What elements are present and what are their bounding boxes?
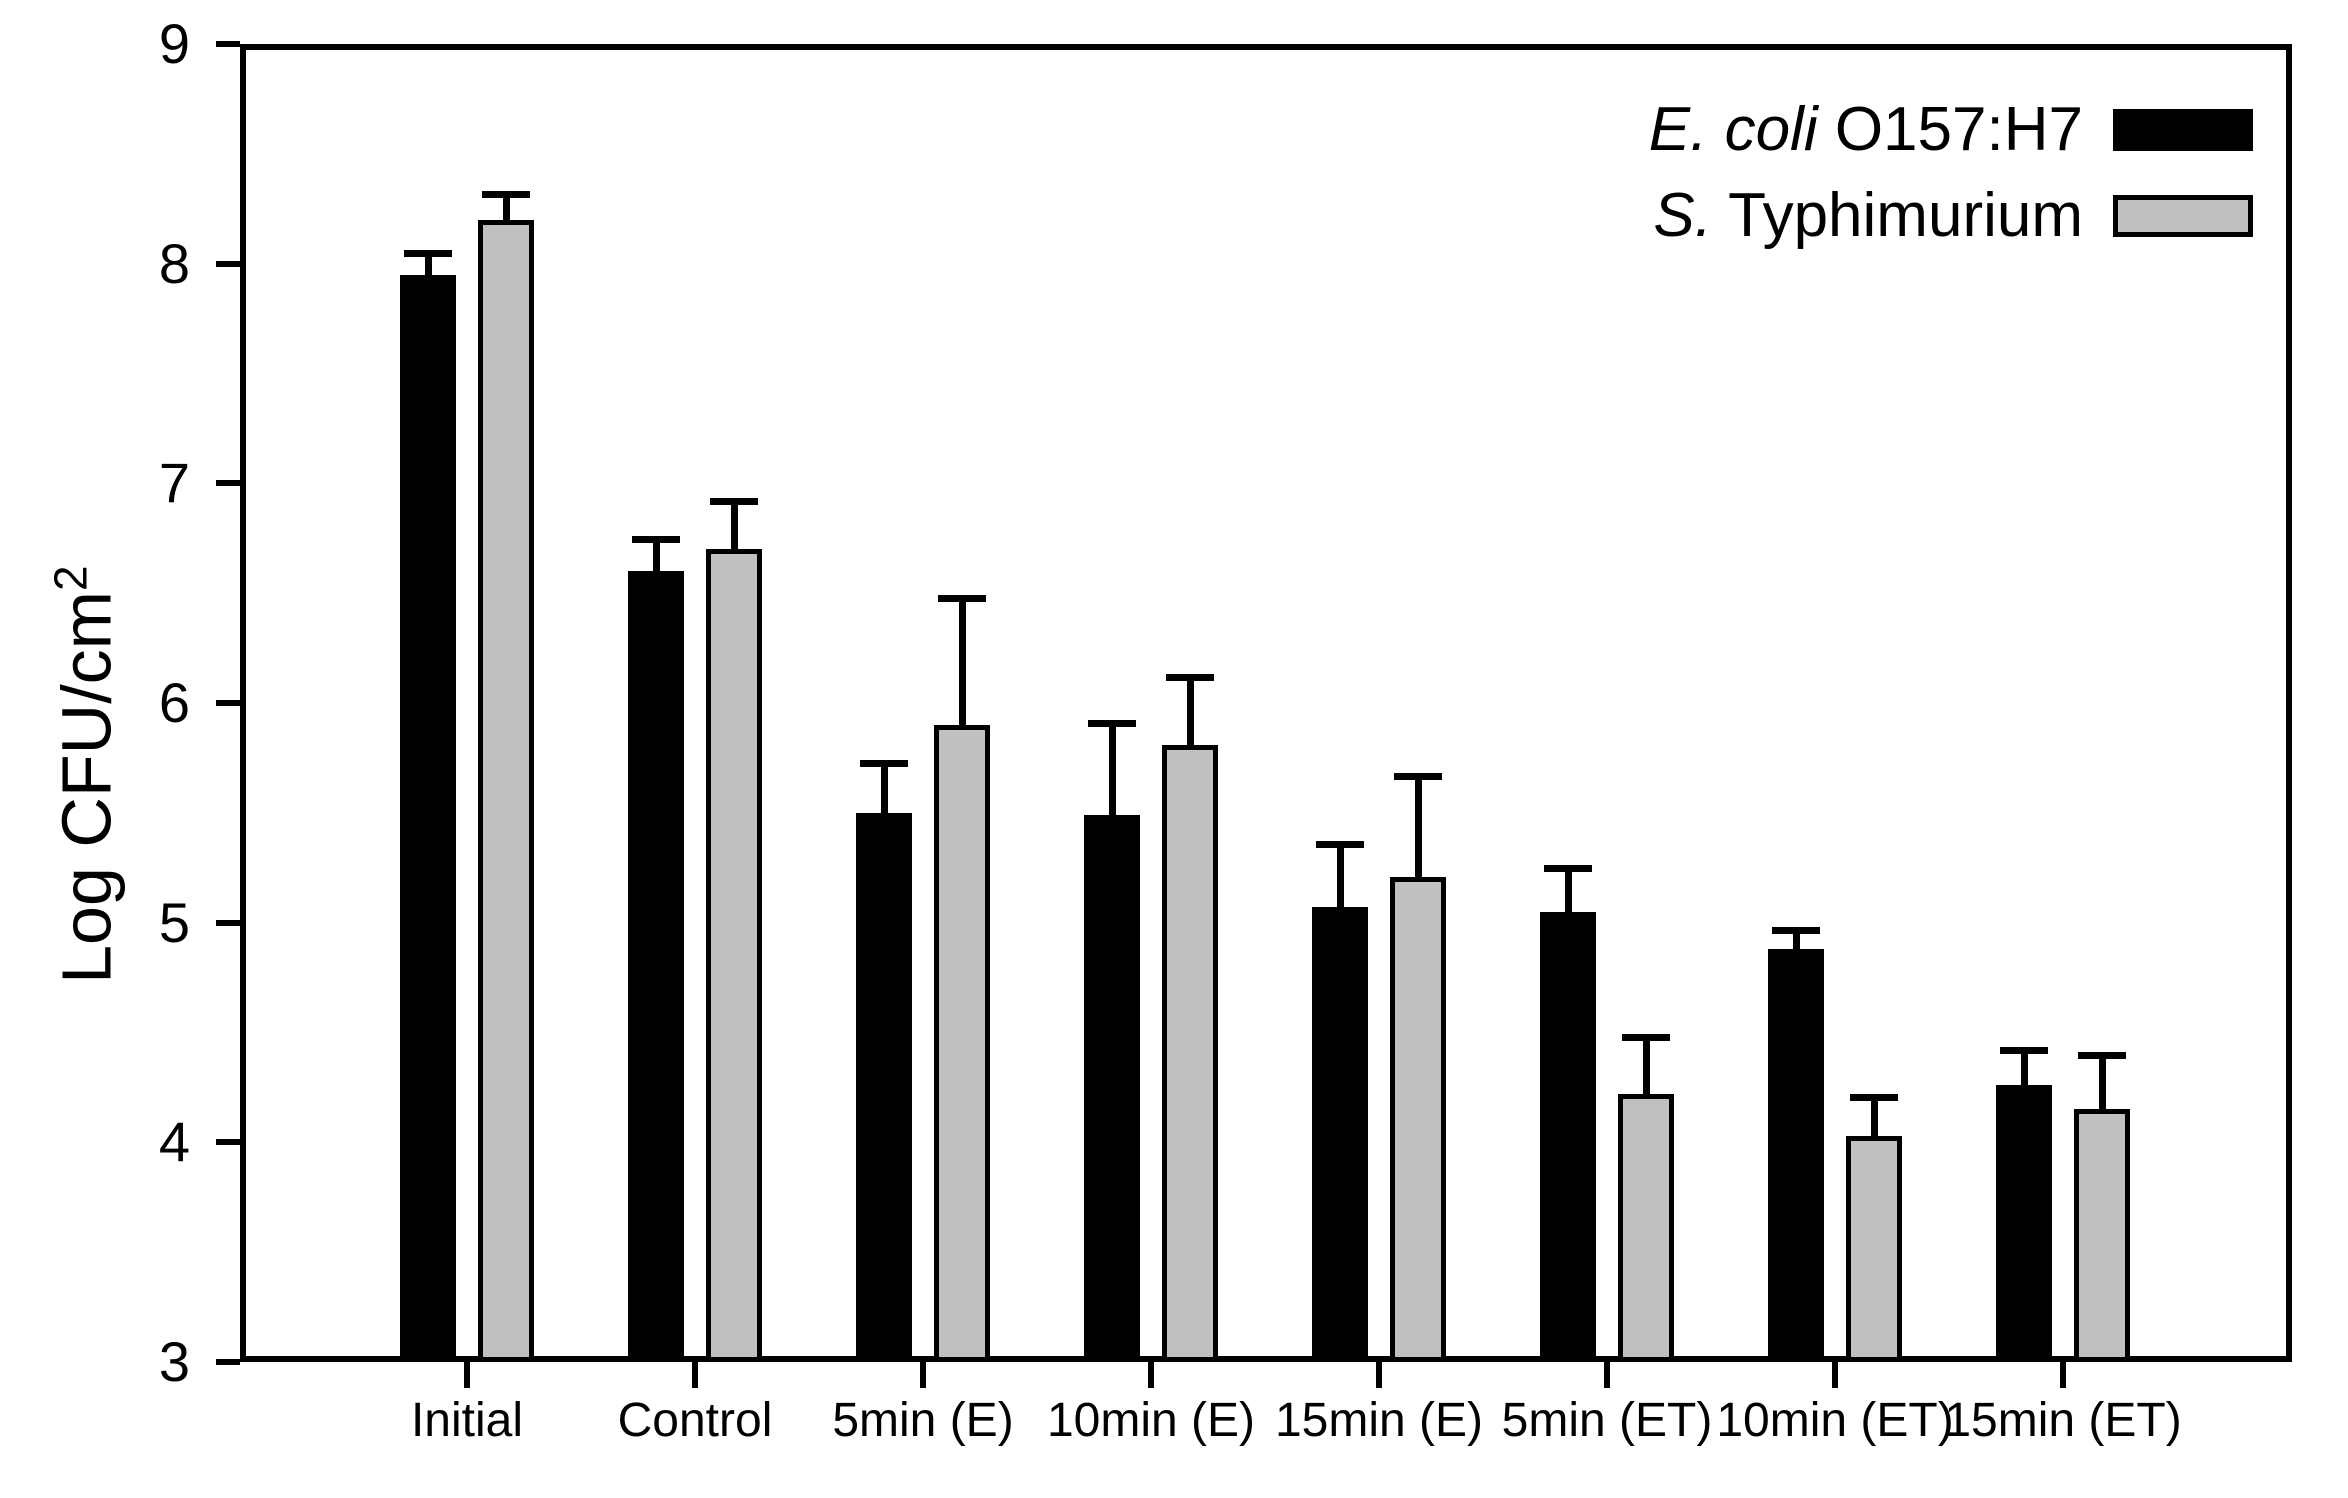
error-bar-cap-s-typhimurium-15min-e — [1394, 772, 1442, 780]
legend-label-ecoli-regular: O157:H7 — [1817, 95, 2083, 164]
legend-swatch-ecoli — [2113, 109, 2253, 151]
x-axis-tick-label-initial: Initial — [410, 1394, 524, 1447]
error-bar-stem-e-coli-o157-h7-5min-e — [880, 766, 888, 816]
x-axis-tick — [1148, 1362, 1154, 1388]
y-axis-tick-label: 5 — [158, 890, 190, 954]
legend-label-styphimurium: S. Typhimurium — [1653, 185, 2083, 247]
error-bar-stem-s-typhimurium-10min-e — [1186, 681, 1194, 748]
y-axis-tick-label: 9 — [158, 12, 190, 75]
bar-e-coli-o157-h7-initial — [400, 274, 456, 1362]
error-bar-cap-s-typhimurium-5min-et — [1622, 1034, 1670, 1042]
error-bar-stem-e-coli-o157-h7-15min-et — [2020, 1054, 2028, 1089]
bar-e-coli-o157-h7-5min-e — [856, 812, 912, 1362]
y-axis-title: Log CFU/cm2 — [43, 175, 126, 1375]
bar-s-typhimurium-15min-e — [1390, 876, 1446, 1362]
y-axis-tick — [216, 480, 240, 487]
x-axis-tick — [692, 1362, 698, 1388]
legend-swatch-styphimurium — [2113, 195, 2253, 237]
error-bar-stem-e-coli-o157-h7-10min-et — [1792, 933, 1800, 953]
x-axis-tick — [464, 1362, 470, 1388]
y-axis-tick-label: 3 — [158, 1330, 190, 1393]
plot-area — [240, 44, 2292, 1362]
error-bar-cap-s-typhimurium-15min-et — [2078, 1051, 2126, 1059]
error-bar-stem-s-typhimurium-initial — [502, 197, 510, 223]
error-bar-cap-e-coli-o157-h7-15min-e — [1316, 840, 1364, 848]
error-bar-cap-e-coli-o157-h7-5min-et — [1544, 865, 1592, 873]
x-axis-tick-label-15min-et: 15min (ET) — [1944, 1394, 2182, 1447]
legend-item-styphimurium: S. Typhimurium — [1649, 185, 2253, 247]
bar-s-typhimurium-10min-e — [1162, 744, 1218, 1362]
error-bar-stem-s-typhimurium-15min-e — [1414, 779, 1422, 880]
legend: E. coli O157:H7 S. Typhimurium — [1649, 99, 2253, 247]
x-axis-tick-label-10min-e: 10min (E) — [1046, 1394, 1256, 1447]
error-bar-cap-e-coli-o157-h7-10min-e — [1088, 720, 1136, 728]
error-bar-stem-e-coli-o157-h7-initial — [424, 257, 432, 278]
y-axis-tick — [216, 41, 240, 47]
x-axis-tick — [1376, 1362, 1382, 1388]
legend-label-styphimurium-regular: Typhimurium — [1712, 181, 2083, 250]
x-axis-tick-label-control: Control — [617, 1394, 773, 1447]
bar-e-coli-o157-h7-15min-et — [1996, 1085, 2052, 1362]
error-bar-cap-s-typhimurium-5min-e — [938, 594, 986, 602]
legend-label-ecoli-italic: E. coli — [1648, 95, 1818, 164]
legend-label-ecoli: E. coli O157:H7 — [1649, 99, 2083, 161]
error-bar-cap-s-typhimurium-10min-e — [1166, 674, 1214, 682]
error-bar-cap-e-coli-o157-h7-10min-et — [1772, 926, 1820, 934]
bar-s-typhimurium-control — [706, 549, 762, 1362]
bar-e-coli-o157-h7-15min-e — [1312, 907, 1368, 1362]
error-bar-cap-s-typhimurium-initial — [482, 190, 530, 198]
error-bar-stem-s-typhimurium-15min-et — [2098, 1058, 2106, 1113]
x-axis-tick-label-15min-e: 15min (E) — [1274, 1394, 1484, 1447]
bar-e-coli-o157-h7-5min-et — [1540, 911, 1596, 1362]
error-bar-stem-e-coli-o157-h7-control — [652, 542, 660, 575]
y-axis-tick-label: 7 — [158, 451, 190, 515]
y-axis-tick — [216, 1139, 240, 1146]
legend-label-styphimurium-italic: S. — [1653, 181, 1713, 250]
bar-s-typhimurium-5min-et — [1618, 1094, 1674, 1362]
y-axis-tick-label: 8 — [158, 231, 190, 295]
y-axis-title-superscript: 2 — [44, 565, 97, 592]
bar-e-coli-o157-h7-10min-e — [1084, 815, 1140, 1362]
x-axis-tick-label-10min-et: 10min (ET) — [1716, 1394, 1954, 1447]
x-axis-tick-label-5min-e: 5min (E) — [832, 1394, 1014, 1447]
legend-item-ecoli: E. coli O157:H7 — [1649, 99, 2253, 161]
error-bar-stem-e-coli-o157-h7-10min-e — [1108, 727, 1116, 819]
error-bar-cap-e-coli-o157-h7-initial — [404, 250, 452, 258]
bar-e-coli-o157-h7-10min-et — [1768, 949, 1824, 1362]
error-bar-stem-s-typhimurium-5min-et — [1642, 1041, 1650, 1097]
error-bar-cap-s-typhimurium-control — [710, 498, 758, 506]
bar-e-coli-o157-h7-control — [628, 571, 684, 1362]
x-axis-tick — [920, 1362, 926, 1388]
y-axis-tick — [216, 700, 240, 706]
error-bar-stem-e-coli-o157-h7-15min-e — [1336, 847, 1344, 911]
bar-s-typhimurium-10min-et — [1846, 1135, 1902, 1362]
error-bar-stem-s-typhimurium-10min-et — [1870, 1100, 1878, 1139]
bar-s-typhimurium-5min-e — [934, 724, 990, 1362]
error-bar-cap-e-coli-o157-h7-control — [632, 535, 680, 543]
x-axis-tick — [2060, 1362, 2066, 1388]
error-bar-stem-e-coli-o157-h7-5min-et — [1564, 872, 1572, 915]
y-axis-tick-label: 4 — [158, 1110, 190, 1174]
x-axis-tick-label-5min-et: 5min (ET) — [1501, 1394, 1713, 1447]
y-axis-tick — [216, 919, 240, 926]
error-bar-cap-s-typhimurium-10min-et — [1850, 1093, 1898, 1101]
error-bar-cap-e-coli-o157-h7-5min-e — [860, 759, 908, 767]
x-axis-tick — [1604, 1362, 1610, 1388]
y-axis-tick — [216, 1359, 240, 1365]
error-bar-stem-s-typhimurium-5min-e — [958, 601, 966, 728]
y-axis-tick — [216, 260, 240, 267]
error-bar-stem-s-typhimurium-control — [730, 505, 738, 553]
error-bar-cap-e-coli-o157-h7-15min-et — [2000, 1047, 2048, 1055]
x-axis-tick — [1832, 1362, 1838, 1388]
y-axis-tick-label: 6 — [158, 671, 190, 734]
bar-s-typhimurium-15min-et — [2074, 1109, 2130, 1362]
bar-s-typhimurium-initial — [478, 219, 534, 1362]
